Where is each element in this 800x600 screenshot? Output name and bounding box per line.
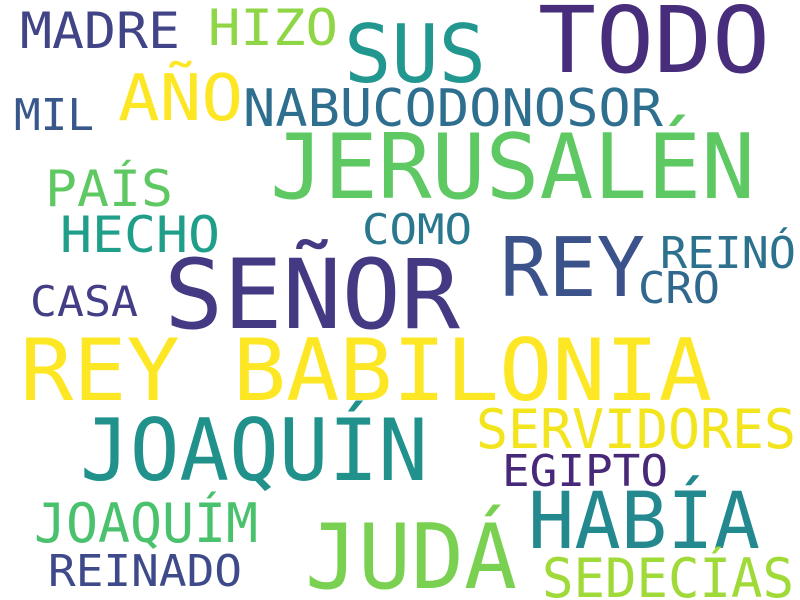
word-joaquin: JOAQUÍN — [80, 400, 428, 501]
word-pais: PAÍS — [45, 159, 173, 218]
word-hizo: HIZO — [208, 0, 338, 57]
word-todo: TODO — [538, 0, 770, 94]
word-egipto: EGIPTO — [502, 446, 668, 497]
word-casa: CASA — [30, 277, 138, 326]
word-ano: AÑO — [118, 61, 243, 136]
word-servidores: SERVIDORES — [476, 398, 796, 461]
word-rey-babilonia: REY BABILONIA — [20, 321, 712, 421]
word-sus: SUS — [344, 8, 486, 101]
word-rey-1: REY — [500, 221, 645, 316]
word-madre: MADRE — [20, 2, 180, 60]
word-senor: SEÑOR — [164, 239, 460, 351]
word-jerusalen: JERUSALÉN — [270, 113, 755, 220]
word-hecho: HECHO — [60, 206, 220, 264]
word-cro: CRO — [638, 263, 720, 314]
word-joaquim: JOAQUÍM — [34, 492, 258, 555]
word-mil: MIL — [14, 90, 94, 141]
word-sedecias: SEDECÍAS — [542, 547, 794, 600]
word-nabucodonosor: NABUCODONOSOR — [243, 79, 664, 139]
word-juda: JUDÁ — [305, 504, 517, 600]
word-como: COMO — [362, 205, 472, 254]
word-habia: HABÍA — [528, 475, 760, 567]
word-reinado: REINADO — [48, 546, 242, 597]
word-reino: REINÓ — [660, 226, 796, 279]
